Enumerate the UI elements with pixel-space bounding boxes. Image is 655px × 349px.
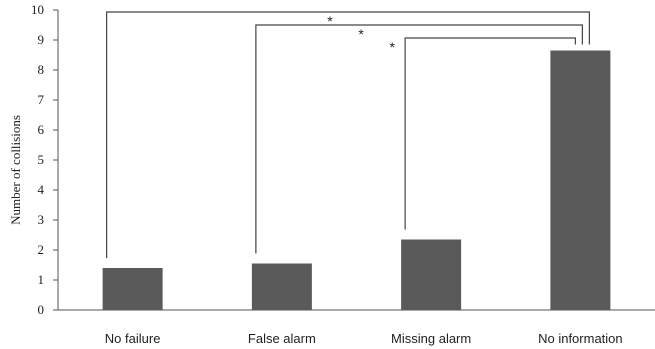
y-axis-label: Number of collisions: [8, 115, 23, 225]
x-tick-label: No information: [538, 331, 623, 346]
bars: [102, 50, 611, 310]
significance-marker: *: [327, 13, 333, 29]
y-tick-label: 5: [38, 152, 45, 167]
y-tick-label: 1: [38, 272, 45, 287]
y-tick-label: 3: [38, 212, 45, 227]
y-tick-label: 8: [38, 62, 45, 77]
significance-bracket: [255, 24, 583, 254]
y-tick-label: 10: [31, 2, 44, 17]
y-tick-label: 2: [38, 242, 45, 257]
y-tick-label: 4: [38, 182, 45, 197]
significance-marker: *: [390, 39, 396, 55]
x-tick-label: No failure: [105, 331, 161, 346]
x-tick-label: Missing alarm: [391, 331, 471, 346]
y-tick-label: 0: [38, 302, 45, 317]
significance-bracket: [404, 37, 576, 230]
significance-brackets: * * *: [106, 11, 590, 258]
bar-no-information: [550, 50, 611, 310]
y-tick-label: 9: [38, 32, 45, 47]
significance-bracket: [106, 11, 590, 258]
y-tick-label: 6: [38, 122, 45, 137]
y-ticks: 0 1 2 3 4 5 6 7 8 9 10: [31, 2, 58, 317]
x-tick-label: False alarm: [248, 331, 316, 346]
significance-marker: *: [358, 26, 364, 42]
bar-missing-alarm: [401, 239, 462, 310]
bar-no-failure: [102, 268, 163, 310]
y-tick-label: 7: [38, 92, 45, 107]
category-labels: No failure False alarm Missing alarm No inf…: [105, 331, 623, 346]
bar-false-alarm: [251, 263, 312, 310]
